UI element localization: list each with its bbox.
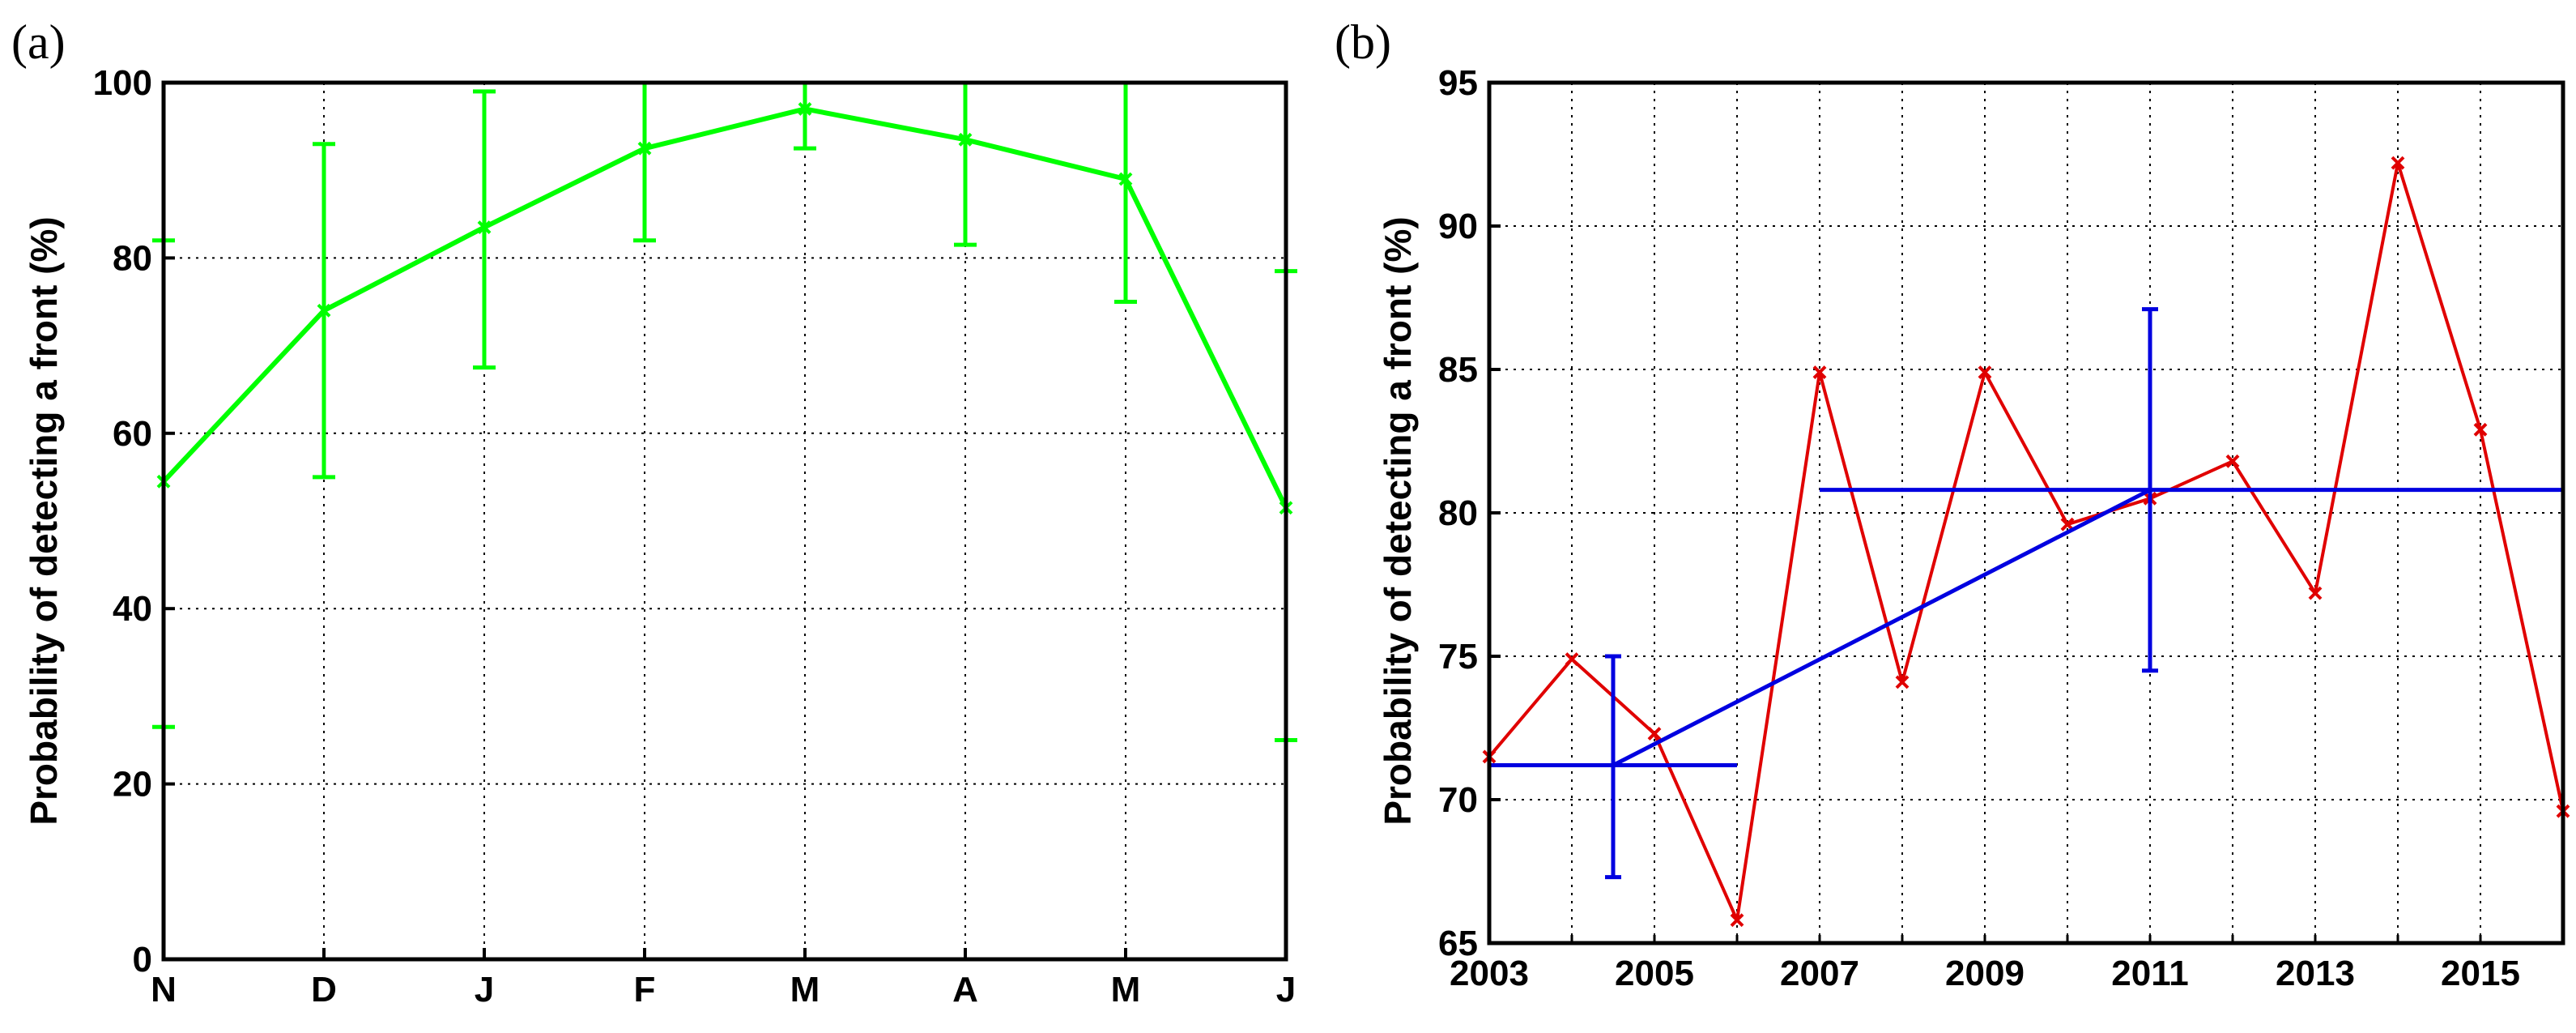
panel-b-point-2008-stroke-2 [1895,675,1910,689]
panel-b-xtick-label-2013: 2013 [2276,954,2355,993]
panel-a-xtick-label-5: A [952,970,978,1010]
panel-b-point-2009-stroke-2 [1978,365,1992,379]
panel-b-series-line [1488,161,2565,922]
panel-a-point-4 [798,102,812,116]
panel-a-series-line [161,106,1288,510]
panel-a-label: (a) [11,15,66,69]
panel-b-point-2006 [1730,913,1744,928]
panel-a-xtick-label-6: M [1111,970,1141,1010]
panel-b-ylabel: Probability of detecting a front (%) [1377,216,1419,825]
panel-b-xtick-label-2015: 2015 [2441,954,2520,993]
panel-b-point-2013 [2308,586,2323,600]
panel-a-ytick-label-80: 80 [113,238,152,278]
panel-a-point-2-stroke-2 [477,220,492,234]
panel-b: (b) 65 70 75 80 85 90 95 2003 2005 2007 2009 2011 20… [1335,15,2570,993]
panel-b-ytick-label-75: 75 [1438,637,1478,677]
panel-b-point-2012-stroke-2 [2225,454,2240,468]
panel-a-grid [164,83,1286,959]
panel-b-point-2014-stroke-2 [2391,156,2405,170]
panel-b-xtick-label-2009: 2009 [1945,954,2025,993]
panel-a-ytick-label-100: 100 [93,63,152,103]
panel-a-point-6 [1118,172,1133,186]
panel-a-xtick-label-1: D [311,970,337,1010]
panel-a-ytick-label-40: 40 [113,589,152,629]
panel-b-ytick-label-90: 90 [1438,207,1478,246]
panel-a-point-5 [958,132,973,147]
panel-a-xtick-label-7: J [1276,970,1296,1010]
panel-a-point-2 [477,220,492,234]
panel-a-series [156,102,1293,515]
panel-a-xtick-label-2: J [475,970,494,1010]
panel-a-point-3-stroke-2 [637,141,652,156]
panel-b-ytick-label-85: 85 [1438,350,1478,390]
panel-a-point-6-stroke-2 [1118,172,1133,186]
panel-b-point-2008 [1895,675,1910,689]
panel-b-point-2007-stroke-2 [1812,365,1827,379]
panel-a-point-4-stroke-2 [798,102,812,116]
panel-b-series [1482,156,2570,928]
panel-a-errorbar-5 [954,80,977,247]
panel-b-ytick-label-70: 70 [1438,780,1478,820]
panel-a-ylabel: Probability of detecting a front (%) [23,216,65,825]
panel-a-ytick-label-0: 0 [133,940,152,980]
panel-b-point-2015-stroke-2 [2473,422,2488,437]
panel-b-point-2010-stroke-2 [2060,517,2075,531]
panel-a-xtick-label-3: F [634,970,656,1010]
panel-b-point-2015 [2473,422,2488,437]
panel-b-ytick-label-65: 65 [1438,924,1478,963]
panel-b-xtick-label-2003: 2003 [1450,954,1529,993]
panel-b-point-2006-stroke-2 [1730,913,1744,928]
panel-b-ytick-label-80: 80 [1438,493,1478,533]
panel-a: (a) 0 20 40 60 80 100 N D J F M A M J Probability of … [11,15,1297,1010]
panel-b-point-2004 [1565,652,1579,666]
panel-b-grid [1489,83,2563,943]
panel-b-ticks: 65 70 75 80 85 90 95 2003 2005 2007 2009 2011 2013 20… [1438,63,2565,993]
panel-a-point-1-stroke-2 [317,303,331,318]
panel-b-point-2007 [1812,365,1827,379]
panel-b-label: (b) [1335,15,1391,69]
panel-a-axes-box [161,80,1288,962]
panel-b-point-2005 [1647,727,1662,741]
panel-a-xtick-label-0: N [151,970,177,1010]
panel-b-point-2004-stroke-2 [1565,652,1579,666]
panel-b-point-2014 [2391,156,2405,170]
panel-b-point-2009 [1978,365,1992,379]
panel-b-point-2013-stroke-2 [2308,586,2323,600]
panel-b-xtick-label-2007: 2007 [1780,954,1859,993]
panel-b-point-2012 [2225,454,2240,468]
panel-a-ytick-label-60: 60 [113,414,152,454]
panel-a-errorbar-3 [633,80,656,243]
panel-b-ytick-label-95: 95 [1438,63,1478,103]
panel-b-xtick-label-2011: 2011 [2111,954,2188,993]
panel-b-trend-line [1612,488,2152,767]
panel-a-point-5-stroke-2 [958,132,973,147]
panel-a-errorbar-4 [794,80,816,151]
panel-a-ticks: 0 20 40 60 80 100 N D J F M A M J [93,63,1297,1010]
panel-a-point-1 [317,303,331,318]
panel-a-ytick-label-20: 20 [113,765,152,805]
panel-b-period-mean-0 [1489,654,1737,880]
panel-b-annotations [1489,307,2563,880]
panel-a-point-3 [637,141,652,156]
panel-a-xtick-label-4: M [790,970,820,1010]
panel-b-period-mean-1 [1820,307,2563,673]
panel-b-xtick-label-2005: 2005 [1615,954,1694,993]
panel-b-point-2005-stroke-2 [1647,727,1662,741]
